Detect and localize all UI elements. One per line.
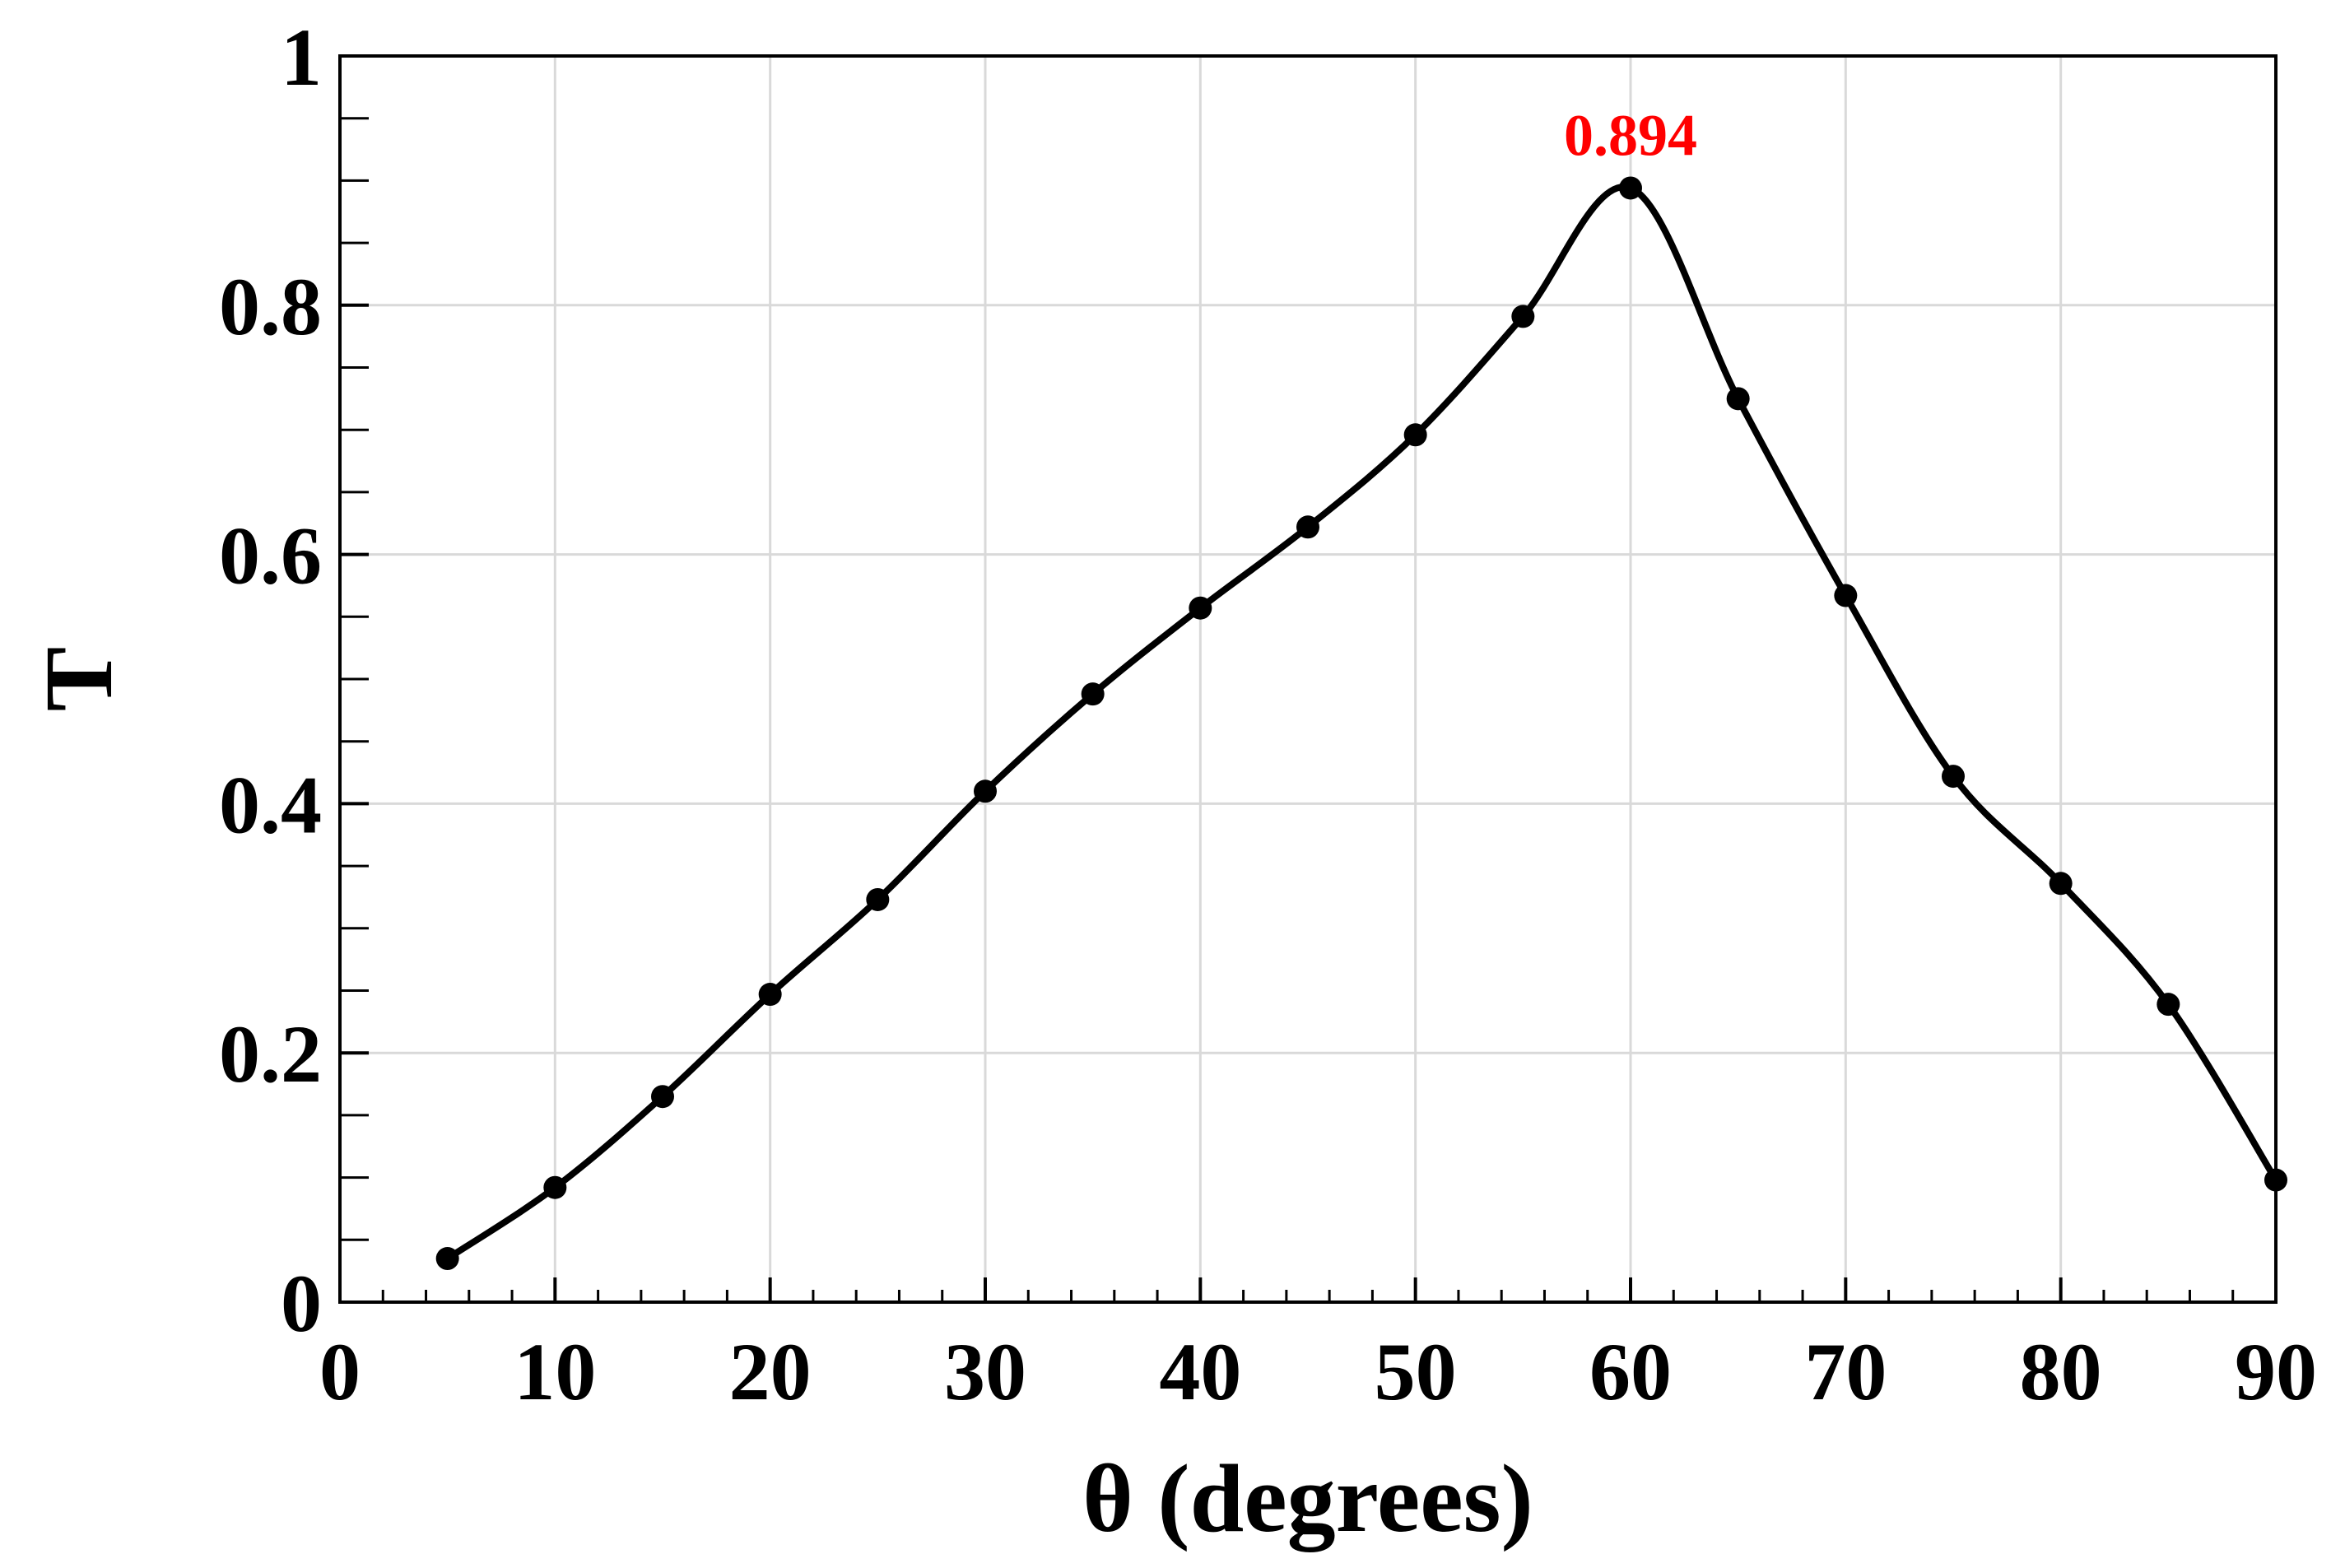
y-tick-label: 0.2 (219, 1008, 322, 1100)
data-point (974, 779, 997, 803)
x-tick-label: 80 (2020, 1326, 2102, 1417)
data-point (435, 1247, 459, 1271)
x-tick-label: 70 (1804, 1326, 1887, 1417)
minor-ticks (338, 54, 2278, 1304)
data-point (1619, 176, 1642, 200)
y-tick-label: 0.6 (219, 510, 322, 602)
data-point (2049, 872, 2073, 896)
x-tick-label: 30 (944, 1326, 1026, 1417)
data-point (1296, 515, 1319, 539)
x-tick-label: 60 (1589, 1326, 1672, 1417)
x-tick-label: 90 (2235, 1326, 2317, 1417)
peak-annotation: 0.894 (1564, 102, 1697, 168)
grid (340, 56, 2276, 1302)
data-point (1189, 596, 1212, 620)
data-point (543, 1175, 567, 1199)
y-tick-label: 0 (281, 1258, 322, 1349)
annotations: 0.894 (1564, 102, 1697, 168)
y-tick-label: 1 (281, 12, 322, 103)
plot-frame (338, 54, 2278, 1304)
data-point (1942, 765, 1965, 789)
y-tick-labels: 0 0.2 0.4 0.6 0.8 1 (219, 12, 322, 1349)
x-tick-label: 40 (1159, 1326, 1241, 1417)
data-point (1403, 423, 1427, 447)
x-tick-label: 50 (1375, 1326, 1457, 1417)
series-line (444, 184, 2279, 1263)
x-axis-title: θ (degrees) (1082, 1445, 1533, 1552)
data-point (2264, 1168, 2287, 1192)
data-point (1081, 682, 1105, 706)
y-tick-label: 0.8 (219, 261, 322, 352)
data-point (1834, 584, 1858, 607)
data-point (1511, 305, 1535, 328)
x-tick-label: 10 (514, 1326, 596, 1417)
data-point (758, 983, 782, 1007)
y-axis-title: T (25, 647, 133, 712)
data-point (2157, 993, 2180, 1017)
x-tick-label: 0 (319, 1326, 361, 1417)
data-points (435, 176, 2287, 1271)
data-point (651, 1085, 674, 1109)
x-tick-labels: 0 10 20 30 40 50 60 70 80 90 (319, 1326, 2317, 1417)
data-point (1726, 387, 1750, 411)
y-tick-label: 0.4 (219, 759, 322, 850)
data-point (866, 887, 890, 911)
x-tick-label: 20 (729, 1326, 812, 1417)
